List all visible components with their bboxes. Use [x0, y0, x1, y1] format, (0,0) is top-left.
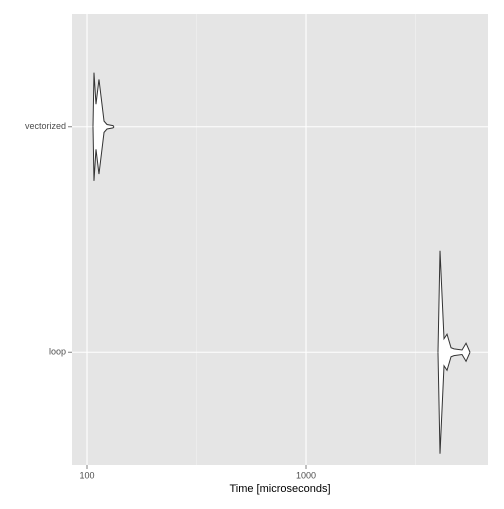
panel: [72, 14, 488, 465]
violin-outline: [437, 250, 471, 353]
violin-outline: [92, 72, 115, 128]
x-tick-label: 100: [79, 470, 94, 480]
violin-outline: [437, 352, 471, 454]
x-tick-label: 1000: [296, 470, 316, 480]
x-axis-label: Time [microseconds]: [229, 483, 330, 495]
y-tick-label: vectorized: [25, 121, 66, 131]
y-tick-label: loop: [49, 347, 66, 357]
violin-outline: [92, 126, 115, 181]
